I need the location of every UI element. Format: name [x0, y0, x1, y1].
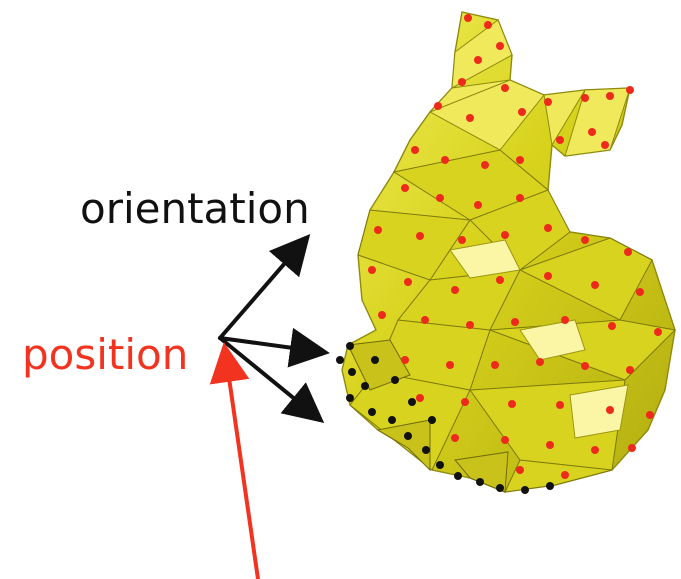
position-arrow [209, 342, 260, 579]
orientation-label: orientation [80, 184, 310, 233]
orientation-arrows [218, 233, 330, 424]
position-label: position [22, 330, 189, 379]
vertex-points-black [336, 342, 554, 494]
vertex-points-red [368, 14, 662, 479]
